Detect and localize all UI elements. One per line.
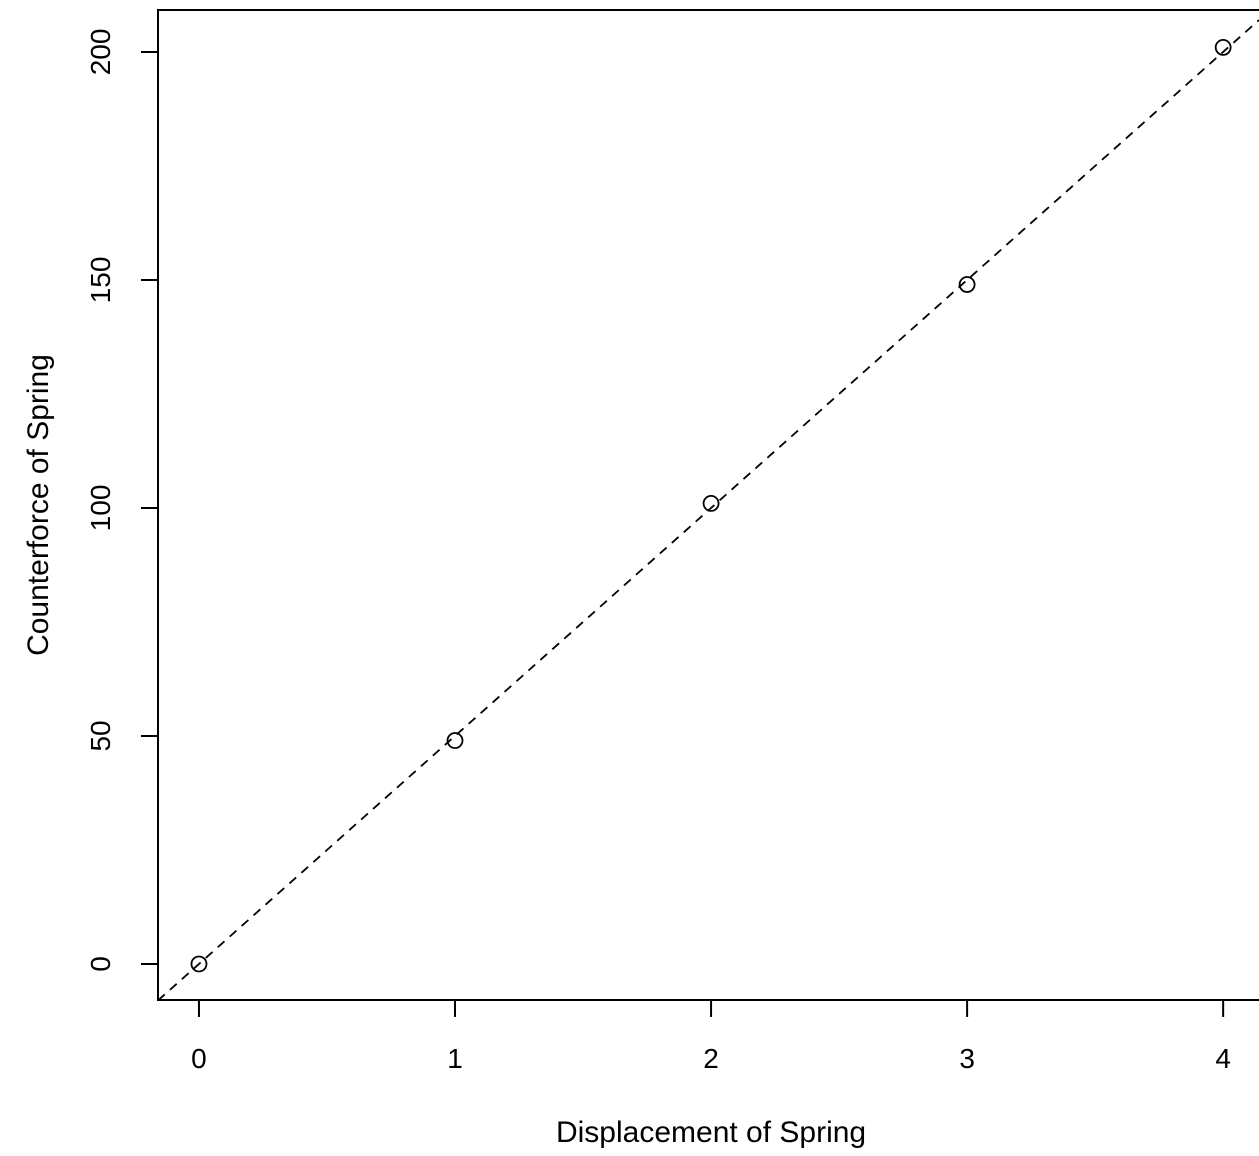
x-tick-label: 1 (447, 1043, 463, 1074)
y-axis: 0 50 100 150 200 (85, 29, 159, 972)
data-point (1214, 38, 1232, 56)
x-axis-title: Displacement of Spring (556, 1116, 866, 1149)
data-point (702, 495, 720, 512)
data-point (190, 955, 208, 973)
y-tick-label: 0 (85, 956, 116, 972)
data-points-group (190, 38, 1232, 973)
x-tick-label: 4 (1215, 1043, 1231, 1074)
x-tick-label: 0 (191, 1043, 207, 1074)
y-tick-label: 50 (85, 720, 116, 751)
y-tick-label: 100 (85, 485, 116, 532)
x-axis: 0 1 2 3 4 (191, 999, 1231, 1074)
data-point (958, 276, 976, 293)
y-tick-label: 200 (85, 29, 116, 76)
x-tick-label: 2 (703, 1043, 719, 1074)
y-tick-label: 150 (85, 257, 116, 304)
x-tick-label: 3 (959, 1043, 975, 1074)
data-point (446, 732, 464, 749)
y-axis-title: Counterforce of Spring (22, 354, 55, 656)
